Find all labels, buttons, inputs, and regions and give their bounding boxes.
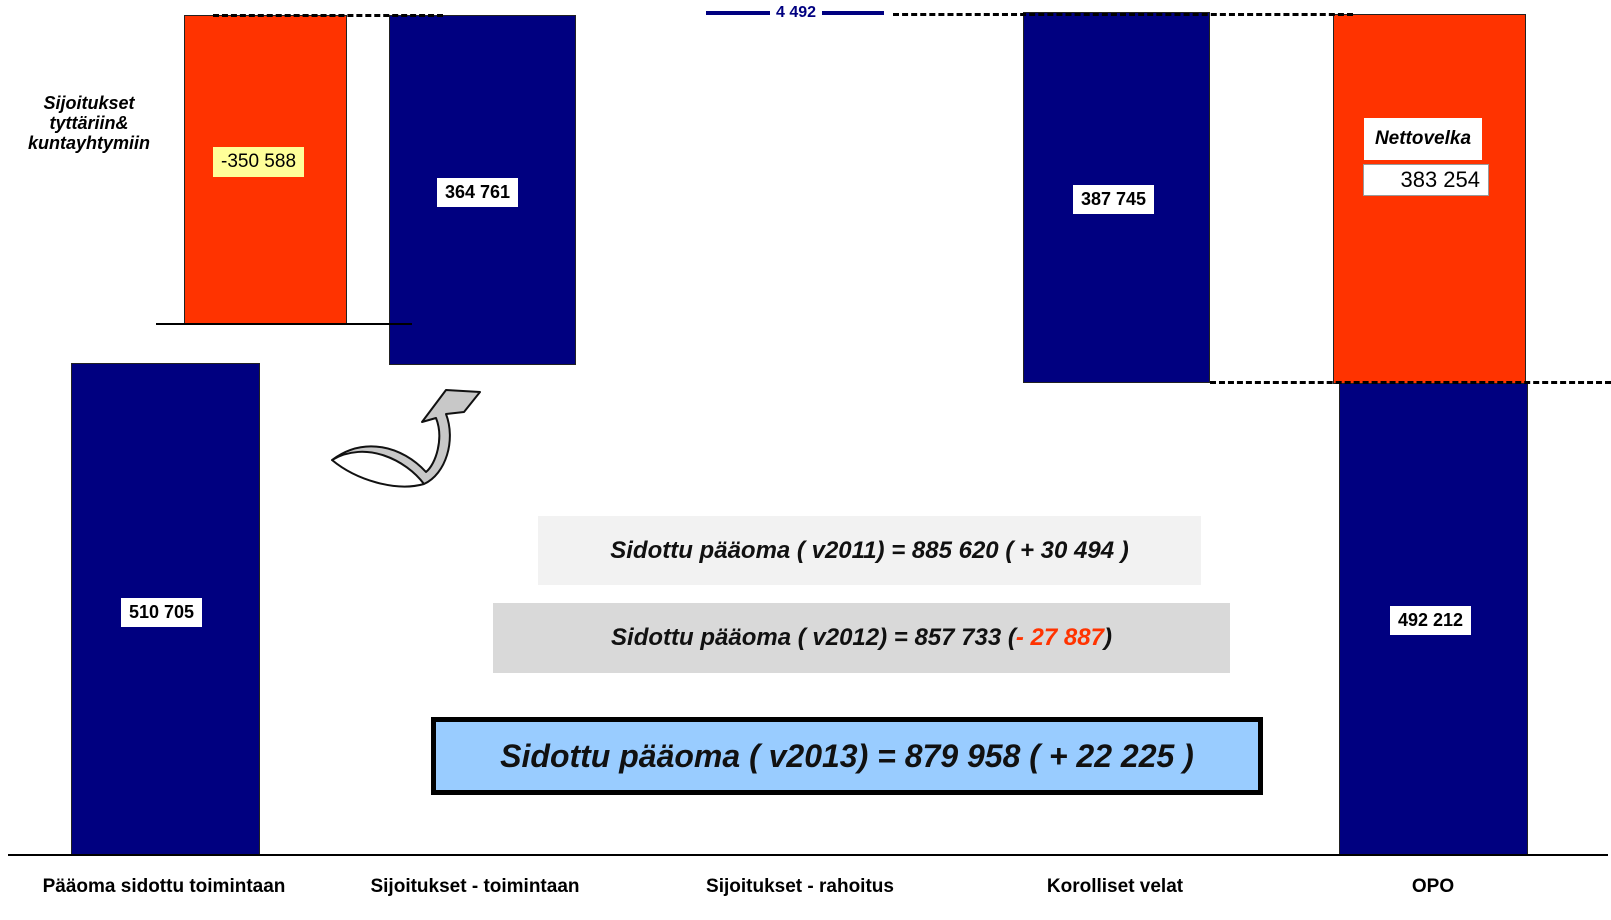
side-label-sijoitukset-tyttariin: Sijoitukset tyttäriin& kuntayhtymiin (14, 93, 164, 153)
value-label-paaoma: 510 705 (121, 598, 203, 627)
banner-v2012-suffix: ) (1103, 624, 1112, 651)
banner-v2013: Sidottu pääoma ( v2013) = 879 958 ( + 22… (431, 717, 1263, 795)
category-label-opo: OPO (1411, 876, 1455, 897)
connector-dashed-mid-right (1210, 381, 1611, 384)
category-label-korolliset-velat: Korolliset velat (1046, 876, 1184, 897)
curved-arrow-icon (331, 389, 481, 488)
bar-nettovelka (1333, 14, 1526, 384)
banner-v2011: Sidottu pääoma ( v2011) = 885 620 ( + 30… (538, 516, 1201, 585)
category-label-sijoitukset-toimintaan: Sijoitukset - toimintaan (370, 876, 580, 897)
connector-solid-left (156, 323, 412, 325)
banner-v2012: Sidottu pääoma ( v2012) = 857 733 ( - 27… (493, 603, 1230, 673)
nettovelka-title: Nettovelka (1364, 118, 1482, 160)
connector-dashed-top-left (213, 14, 443, 17)
category-label-paaoma: Pääoma sidottu toimintaan (42, 876, 286, 897)
side-label-line2: tyttäriin& (49, 113, 129, 133)
banner-v2012-prefix: Sidottu pääoma ( v2012) = 857 733 ( (611, 624, 1016, 651)
rahoitus-bar-segment-left (706, 11, 770, 15)
baseline-axis (8, 854, 1608, 856)
connector-dashed-top-right (893, 13, 1353, 16)
rahoitus-small-bar: 4 492 (706, 4, 885, 22)
category-label-sijoitukset-rahoitus: Sijoitukset - rahoitus (706, 876, 894, 897)
side-label-line1: Sijoitukset (43, 93, 135, 113)
value-label-sijoitukset-toimintaan: 364 761 (437, 178, 519, 207)
value-label-korolliset-velat: 387 745 (1073, 185, 1155, 214)
rahoitus-bar-segment-right (822, 11, 885, 15)
banner-v2011-text: Sidottu pääoma ( v2011) = 885 620 ( + 30… (610, 536, 1129, 564)
value-label-opo: 492 212 (1390, 606, 1472, 635)
value-label-sijoitukset-tyttariin: -350 588 (213, 147, 305, 177)
value-label-nettovelka: 383 254 (1363, 164, 1489, 196)
side-label-line3: kuntayhtymiin (27, 133, 151, 153)
banner-v2013-text: Sidottu pääoma ( v2013) = 879 958 ( + 22… (500, 737, 1194, 774)
banner-v2012-delta: - 27 887 (1015, 624, 1104, 651)
value-label-rahoitus: 4 492 (776, 4, 817, 21)
